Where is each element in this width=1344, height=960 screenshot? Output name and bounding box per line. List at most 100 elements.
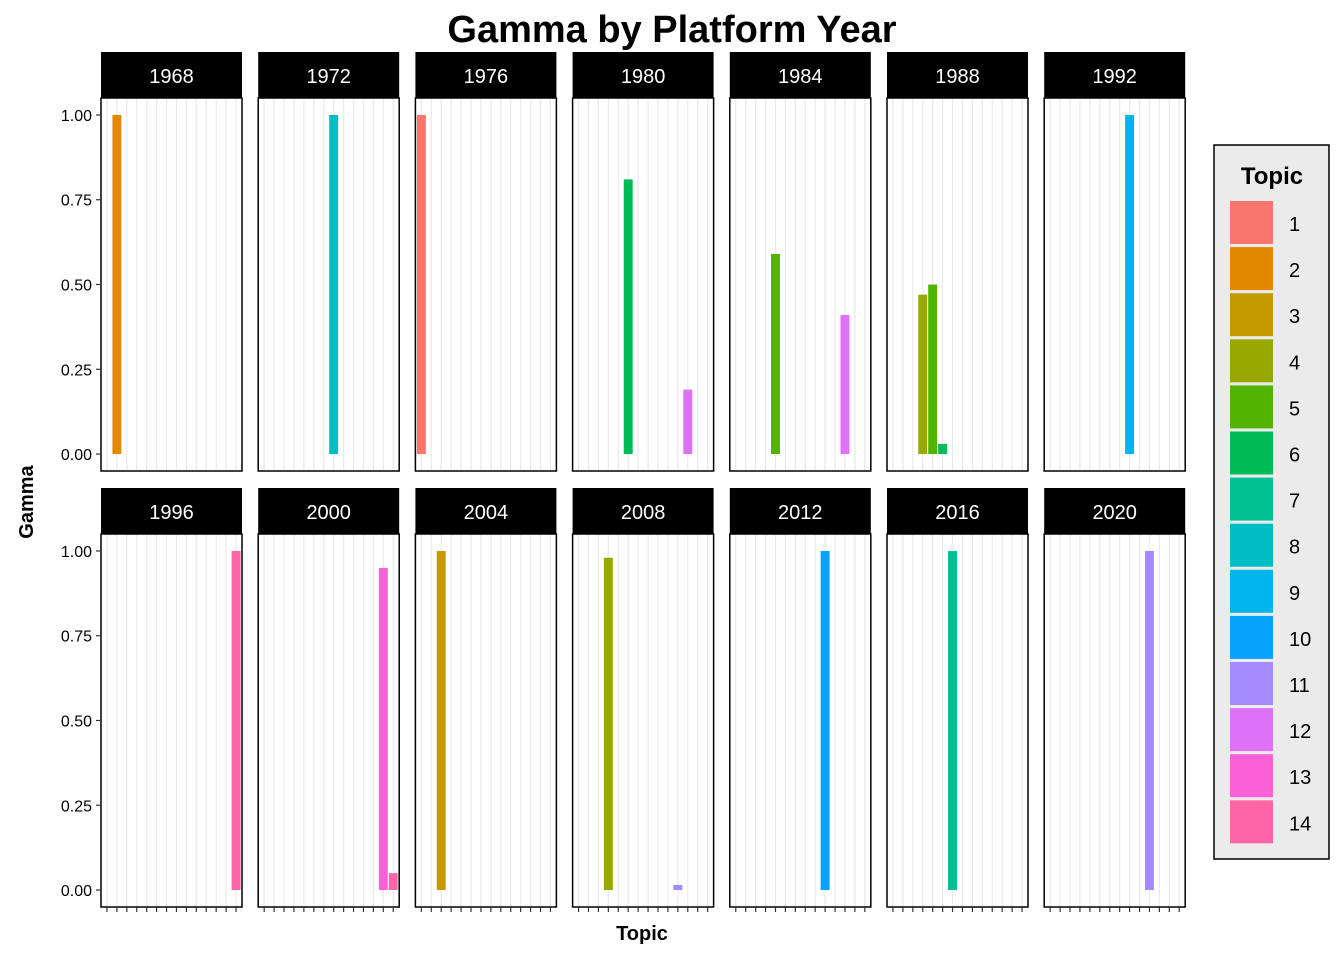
facet-strip-label: 1968 <box>149 66 194 88</box>
legend-label: 7 <box>1289 491 1300 513</box>
legend-label: 6 <box>1289 445 1300 467</box>
bar-topic-5 <box>771 253 780 455</box>
facet-grid: 1968 0.00 0.25 0.50 0.75 1.00 1972 1976 1980 1984… <box>61 52 1186 912</box>
y-tick-label: 1.00 <box>61 544 92 561</box>
y-tick-label: 1.00 <box>61 108 92 125</box>
legend-item: 9 <box>1230 569 1300 613</box>
y-tick-label: 0.75 <box>61 629 92 646</box>
legend-item: 11 <box>1230 662 1310 705</box>
facet-panel: 2016 <box>886 488 1029 912</box>
panel-background <box>572 98 714 471</box>
panel-background <box>415 98 557 471</box>
y-tick-label: 0.75 <box>61 193 92 210</box>
legend-key <box>1230 477 1273 521</box>
facet-strip-label: 2008 <box>621 502 666 524</box>
facet-panel: 1988 <box>886 52 1029 472</box>
facet-strip <box>887 52 1028 98</box>
legend-label: 1 <box>1289 214 1300 236</box>
legend-key <box>1230 339 1273 383</box>
legend-key <box>1230 247 1273 291</box>
panel-background <box>415 534 557 907</box>
facet-strip <box>572 488 714 534</box>
legend-item: 1 <box>1230 201 1300 244</box>
facet-strip <box>572 52 714 98</box>
facet-strip-label: 2000 <box>306 502 351 524</box>
facet-panel: 2000 <box>257 488 400 912</box>
facet-strip-label: 1980 <box>621 66 666 88</box>
facet-strip-label: 1972 <box>306 66 351 88</box>
facet-strip <box>101 52 242 98</box>
legend-item: 8 <box>1230 523 1300 567</box>
facet-strip-label: 2020 <box>1092 502 1137 524</box>
bar-topic-3 <box>436 550 446 891</box>
facet-panel: 1976 <box>414 52 558 472</box>
facet-panel: 1984 <box>729 52 872 472</box>
bar-topic-13 <box>378 567 388 891</box>
bar-topic-14 <box>388 873 398 891</box>
legend-label: 9 <box>1289 583 1300 605</box>
bar-topic-4 <box>603 557 613 891</box>
legend-key <box>1230 431 1273 475</box>
bar-topic-4 <box>918 294 928 455</box>
legend-label: 14 <box>1289 813 1311 835</box>
bar-topic-12 <box>840 315 850 455</box>
bar-topic-6 <box>938 443 948 455</box>
panel-background <box>729 534 871 907</box>
x-axis-title: Topic <box>616 923 668 945</box>
facet-strip <box>729 52 871 98</box>
legend-label: 11 <box>1289 675 1310 697</box>
legend-item: 13 <box>1230 754 1311 798</box>
panel-background <box>729 98 871 471</box>
legend-item: 12 <box>1230 708 1311 752</box>
legend-item: 2 <box>1230 247 1300 291</box>
panel-background <box>887 98 1028 471</box>
facet-strip <box>258 488 400 534</box>
legend-label: 13 <box>1289 767 1311 789</box>
facet-panel: 1968 0.00 0.25 0.50 0.75 1.00 <box>61 52 243 472</box>
bar-topic-12 <box>683 389 693 455</box>
y-tick-label: 0.25 <box>61 798 92 815</box>
panel-background <box>101 98 242 471</box>
facet-strip <box>729 488 871 534</box>
facet-strip-label: 1992 <box>1092 66 1137 88</box>
legend-item: 7 <box>1230 477 1300 521</box>
legend-item: 4 <box>1230 339 1300 383</box>
legend-label: 2 <box>1289 260 1300 282</box>
y-tick-label: 0.25 <box>61 362 92 379</box>
facet-strip-label: 1976 <box>464 66 509 88</box>
facet-strip-label: 1984 <box>778 66 823 88</box>
facet-strip <box>1044 488 1186 534</box>
legend-key <box>1230 708 1273 752</box>
legend-key <box>1230 293 1273 337</box>
facet-strip <box>1044 52 1186 98</box>
bar-topic-1 <box>416 114 426 455</box>
facet-strip <box>887 488 1028 534</box>
facet-strip <box>258 52 400 98</box>
legend-key <box>1230 615 1273 659</box>
bar-topic-9 <box>1125 114 1135 455</box>
facet-strip-label: 1996 <box>149 502 194 524</box>
legend-key <box>1230 385 1273 429</box>
legend-label: 3 <box>1289 306 1300 328</box>
legend-item: 10 <box>1230 615 1311 659</box>
legend-label: 12 <box>1289 721 1311 743</box>
legend-key <box>1230 523 1273 567</box>
legend-label: 10 <box>1289 629 1311 651</box>
facet-panel: 2012 <box>729 488 872 912</box>
chart-title: Gamma by Platform Year <box>447 9 896 51</box>
bar-topic-11 <box>673 884 683 891</box>
y-tick-label: 0.50 <box>61 278 92 295</box>
facet-strip-label: 2012 <box>778 502 823 524</box>
facet-panel: 2020 <box>1043 488 1186 912</box>
legend-key <box>1230 662 1273 705</box>
facet-strip <box>415 52 557 98</box>
facet-panel: 1992 <box>1043 52 1186 472</box>
facet-panel: 1996 0.00 0.25 0.50 0.75 1.00 <box>61 488 243 912</box>
legend-item: 14 <box>1230 800 1311 844</box>
facet-strip-label: 2016 <box>935 502 980 524</box>
bar-topic-7 <box>948 550 958 891</box>
bar-topic-2 <box>112 114 122 455</box>
legend-item: 3 <box>1230 293 1300 337</box>
